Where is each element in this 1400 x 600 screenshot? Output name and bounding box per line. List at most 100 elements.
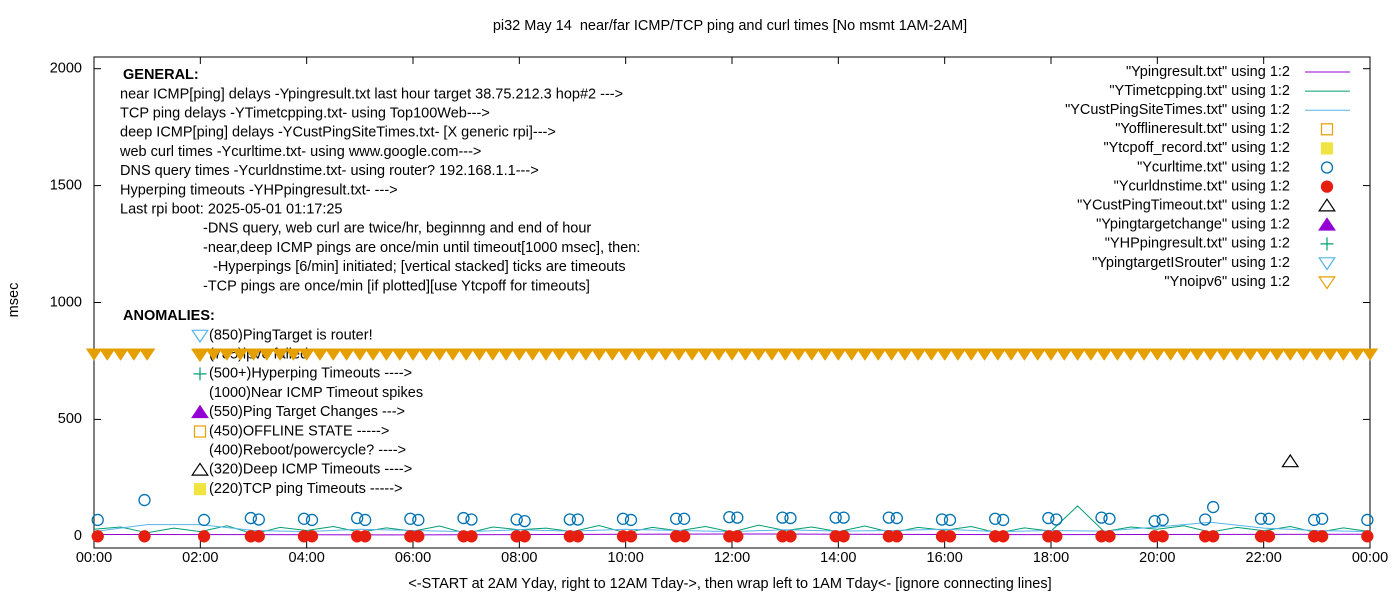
general-line: near ICMP[ping] delays -Ypingresult.txt … [120,86,623,102]
general-line: DNS query times -Ycurldnstime.txt- using… [120,163,539,179]
point [989,512,1002,525]
point [1095,348,1113,361]
point [856,348,874,361]
point [935,513,949,526]
point [604,348,621,361]
legend-label: "Ypingresult.txt" using 1:2 [1126,64,1290,80]
legend-swatch [1318,217,1336,231]
point [412,530,425,543]
point [1188,348,1206,361]
point [976,348,993,361]
point [936,348,953,361]
legend-swatch [1320,237,1334,251]
anomaly-marker [193,367,207,381]
point [896,348,914,361]
point [710,348,727,361]
point [244,511,257,525]
point [1016,348,1033,361]
point [763,348,781,361]
point [364,348,382,361]
point [518,530,531,543]
point [305,513,319,527]
point [524,348,541,361]
anomaly-marker [193,483,207,496]
point [784,511,797,525]
point [790,348,807,361]
anomaly-text: (1000)Near ICMP Timeout spikes [209,385,423,401]
legend-swatch [1320,142,1334,155]
point [1254,512,1268,525]
point [1050,530,1063,543]
x-tick-label: 22:00 [1246,550,1282,566]
point [816,348,834,361]
chart-title: pi32 May 14 near/far ICMP/TCP ping and c… [493,18,967,34]
point [731,511,744,524]
point [563,513,576,526]
x-tick-label: 06:00 [395,550,431,566]
point [378,348,395,361]
anomaly-text: (320)Deep ICMP Timeouts ----> [209,462,412,478]
point [252,513,265,526]
anomaly-text: (220)TCP ping Timeouts -----> [209,481,403,497]
point [882,511,895,524]
general-line: TCP ping delays -YTimetcpping.txt- using… [120,106,490,122]
x-tick-label: 20:00 [1139,550,1175,566]
point [1281,453,1300,468]
legend-label: "Ycurldnstime.txt" using 1:2 [1114,178,1290,194]
point [837,530,850,543]
point [497,348,515,361]
point [784,530,797,543]
legend-label: "YTimetcpping.txt" using 1:2 [1109,83,1290,99]
point [431,348,448,361]
point [1242,348,1259,361]
point [1122,348,1140,361]
point [91,513,104,527]
point [252,530,265,543]
point [1103,530,1116,543]
point [1029,348,1046,361]
point [258,348,276,361]
point [1207,500,1220,514]
point [1156,530,1169,543]
general-line: deep ICMP[ping] delays -YCustPingSiteTim… [120,125,556,141]
anomaly-marker [191,404,209,419]
point [537,348,555,361]
point [630,348,648,361]
point [949,348,967,361]
point [1202,348,1219,361]
point [1207,530,1220,543]
legend-label: "Ynoipv6" using 1:2 [1164,274,1290,290]
point [404,348,422,361]
point [890,530,903,543]
point [550,348,568,361]
point [571,513,584,526]
point [943,513,957,527]
general-line: web curl times -Ycurltime.txt- using www… [119,144,481,160]
point [1281,348,1299,361]
point [245,348,262,361]
y-tick-label: 1000 [50,294,82,310]
legend-swatch [1318,257,1336,271]
point [617,348,634,361]
y-tick-label: 1500 [50,177,82,193]
point [285,348,302,361]
point [197,530,211,543]
point [471,348,488,361]
point [590,348,608,361]
point [909,348,927,361]
point [138,493,151,507]
point [358,513,372,527]
point [391,348,408,361]
legend-label: "Ypingtargetchange" using 1:2 [1096,217,1290,233]
point [125,348,143,361]
point [997,530,1010,543]
point [484,348,502,361]
legend-swatch [1320,161,1334,174]
point [1361,513,1374,527]
point [1095,511,1108,524]
legend-label: "Ycurltime.txt" using 1:2 [1137,159,1290,175]
point [231,348,249,361]
point [989,348,1007,361]
